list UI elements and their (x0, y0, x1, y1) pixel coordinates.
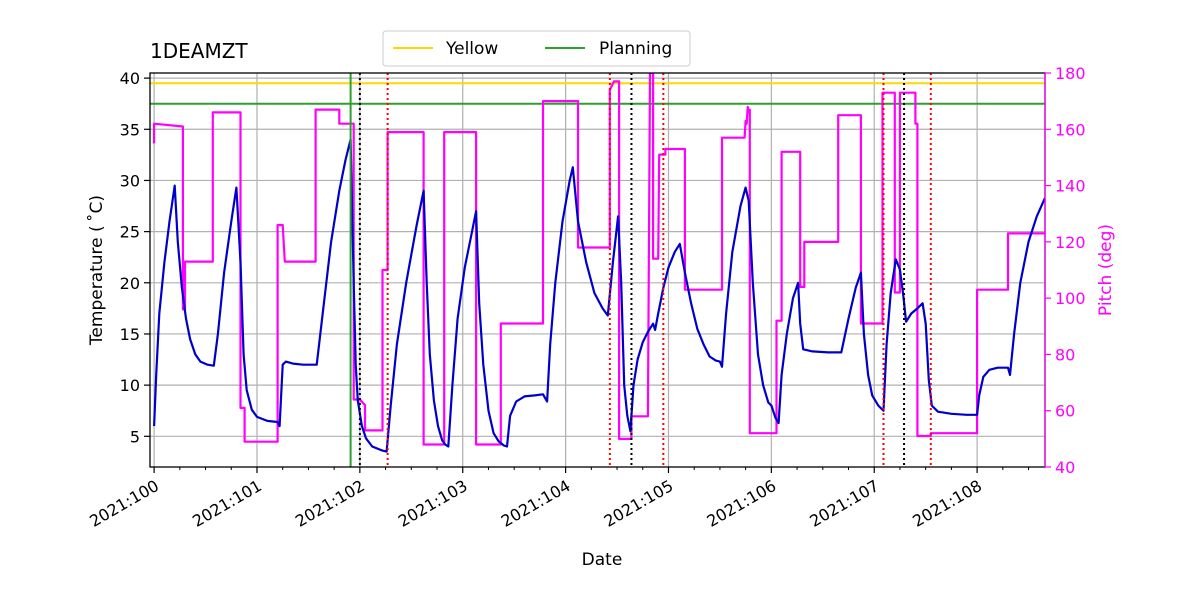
x-axis-label: Date (582, 550, 623, 570)
y-right-tick-label: 60 (1055, 402, 1075, 421)
y-left-tick-label: 15 (120, 325, 140, 344)
y-right-tick-label: 140 (1055, 177, 1086, 196)
temperature-series (153, 138, 1045, 453)
x-tick-label: 2021:102 (292, 476, 368, 531)
x-tick-label: 2021:103 (395, 476, 471, 531)
legend: Yellow Planning (382, 30, 691, 67)
legend-box (382, 30, 691, 67)
legend-label-yellow: Yellow (445, 39, 498, 59)
x-tick-label: 2021:106 (703, 476, 779, 531)
plot-frame (149, 72, 1046, 468)
y-right-tick-label: 180 (1055, 64, 1086, 83)
legend-label-planning: Planning (599, 39, 672, 59)
y-left-tick-label: 5 (130, 427, 140, 446)
y-right-tick-label: 80 (1055, 345, 1075, 364)
y-left-tick-label: 10 (120, 376, 140, 395)
y-left-tick-label: 20 (120, 274, 140, 293)
y-right-tick-label: 100 (1055, 289, 1086, 308)
y-right-tick-label: 40 (1055, 458, 1075, 477)
x-tick-label: 2021:105 (601, 476, 677, 531)
x-tick-label: 2021:104 (498, 476, 574, 531)
y-left-tick-label: 30 (120, 171, 140, 190)
temperature-line (153, 138, 1045, 453)
x-tick-label: 2021:108 (909, 476, 985, 531)
y-axis-left-label: Temperature ( ˚C) (86, 195, 107, 346)
y-left-tick-label: 40 (120, 69, 140, 88)
chart-title: 1DEAMZT (150, 39, 248, 63)
grid-layer (150, 73, 1045, 467)
x-tick-label: 2021:101 (189, 476, 265, 531)
y-left-tick-label: 35 (120, 120, 140, 139)
y-right-tick-label: 120 (1055, 233, 1086, 252)
y-axis-right-label: Pitch (deg) (1096, 224, 1116, 316)
pitch-line (153, 73, 1045, 446)
event-markers (349, 73, 932, 467)
axes: 2021:100 2021:101 2021:102 2021:103 2021:104… (86, 64, 1085, 531)
x-tick-label: 2021:107 (806, 476, 882, 531)
y-left-tick-label: 25 (120, 223, 140, 242)
x-tick-label: 2021:100 (86, 476, 162, 531)
y-right-tick-label: 160 (1055, 120, 1086, 139)
pitch-series (153, 73, 1045, 446)
